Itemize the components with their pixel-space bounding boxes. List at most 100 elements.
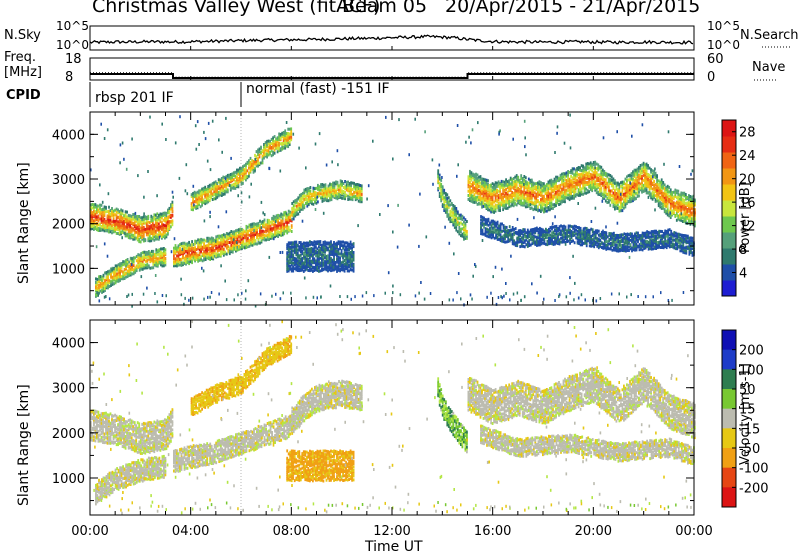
echo-cell bbox=[290, 133, 292, 136]
echo-cell bbox=[611, 201, 613, 204]
echo-cell bbox=[474, 178, 476, 181]
echo-cell bbox=[126, 233, 128, 236]
echo-cell bbox=[596, 163, 598, 166]
echo-cell bbox=[126, 215, 128, 218]
echo-cell bbox=[338, 256, 340, 259]
echo-cell bbox=[323, 264, 325, 267]
echo-cell bbox=[279, 222, 281, 225]
echo-cell bbox=[489, 191, 491, 194]
echo-cell bbox=[505, 192, 507, 195]
echo-cell bbox=[440, 179, 442, 182]
echo-cell bbox=[670, 188, 672, 191]
noise-tick-left-low: 10^0 bbox=[56, 38, 89, 52]
echo-cell bbox=[264, 230, 266, 233]
echo-cell bbox=[474, 181, 476, 184]
echo-cell bbox=[626, 175, 628, 178]
echo-cell bbox=[307, 248, 309, 251]
echo-cell bbox=[310, 190, 312, 193]
echo-cell bbox=[516, 183, 518, 186]
echo-cell bbox=[340, 186, 342, 189]
echo-cell bbox=[264, 224, 266, 227]
echo-cell bbox=[361, 197, 363, 200]
echo-cell bbox=[596, 171, 598, 174]
echo-cell bbox=[218, 241, 220, 244]
echo-cell bbox=[596, 183, 598, 186]
echo-cell bbox=[156, 212, 158, 215]
echo-cell bbox=[671, 210, 673, 213]
echo-cell bbox=[646, 169, 648, 172]
echo-cell bbox=[307, 258, 309, 261]
echo-cell bbox=[173, 247, 175, 250]
echo-cell bbox=[248, 167, 250, 170]
echo-cell bbox=[505, 194, 507, 197]
echo-cell bbox=[581, 173, 583, 176]
echo-cell bbox=[641, 171, 643, 174]
echo-cell bbox=[279, 214, 281, 217]
echo-cell bbox=[581, 182, 583, 185]
echo-cell bbox=[448, 196, 450, 199]
echo-cell bbox=[611, 194, 613, 197]
echo-cell bbox=[555, 204, 557, 207]
echo-cell bbox=[203, 257, 205, 260]
echo-cell bbox=[203, 242, 205, 245]
echo-cell bbox=[157, 260, 159, 263]
echo-cell bbox=[165, 257, 167, 260]
noise-tick-right-low: 10^0 bbox=[707, 38, 740, 52]
echo-cell bbox=[361, 184, 363, 187]
echo-cell bbox=[446, 193, 448, 196]
echo-cell bbox=[611, 175, 613, 178]
echo-cell bbox=[98, 208, 100, 211]
echo-cell bbox=[242, 182, 244, 185]
echo-cell bbox=[439, 174, 441, 177]
echo-cell bbox=[173, 250, 175, 253]
echo-cell bbox=[98, 227, 100, 230]
echo-cell bbox=[290, 130, 292, 133]
echo-cell bbox=[156, 222, 158, 225]
echo-cell bbox=[227, 188, 229, 191]
echo-cell bbox=[140, 240, 142, 243]
echo-cell bbox=[333, 258, 335, 261]
echo-cell bbox=[653, 180, 655, 183]
echo-cell bbox=[165, 252, 167, 255]
echo-cell bbox=[520, 199, 522, 202]
echo-cell bbox=[353, 251, 355, 254]
echo-cell bbox=[499, 209, 501, 212]
echo-cell bbox=[353, 242, 355, 245]
echo-cell bbox=[111, 231, 113, 234]
echo-cell bbox=[596, 167, 598, 170]
echo-cell bbox=[458, 231, 460, 234]
echo-cell bbox=[127, 275, 129, 278]
echo-cell bbox=[218, 178, 220, 181]
echo-cell bbox=[297, 252, 299, 255]
echo-cell bbox=[218, 191, 220, 194]
echo-cell bbox=[671, 197, 673, 200]
echo-cell bbox=[564, 200, 566, 203]
echo-cell bbox=[141, 227, 143, 230]
echo-cell bbox=[325, 183, 327, 186]
echo-cell bbox=[279, 227, 281, 230]
echo-cell bbox=[520, 181, 522, 184]
echo-cell bbox=[293, 204, 295, 207]
echo-cell bbox=[172, 210, 174, 213]
echo-cell bbox=[641, 168, 643, 171]
echo-cell bbox=[249, 229, 251, 232]
echo-cell bbox=[626, 199, 628, 202]
echo-cell bbox=[474, 173, 476, 176]
echo-cell bbox=[308, 187, 310, 190]
echo-cell bbox=[293, 207, 295, 210]
echo-cell bbox=[111, 227, 113, 230]
echo-cell bbox=[551, 187, 553, 190]
echo-cell bbox=[249, 245, 251, 248]
echo-cell bbox=[466, 233, 468, 236]
echo-cell bbox=[142, 268, 144, 271]
echo-cell bbox=[203, 198, 205, 201]
echo-cell bbox=[474, 201, 476, 204]
echo-cell bbox=[173, 254, 175, 257]
echo-cell bbox=[290, 127, 292, 130]
echo-cell bbox=[111, 207, 113, 210]
echo-cell bbox=[543, 195, 545, 198]
echo-cell bbox=[588, 170, 590, 173]
echo-cell bbox=[361, 187, 363, 190]
echo-cell bbox=[243, 240, 245, 243]
echo-cell bbox=[165, 248, 167, 251]
